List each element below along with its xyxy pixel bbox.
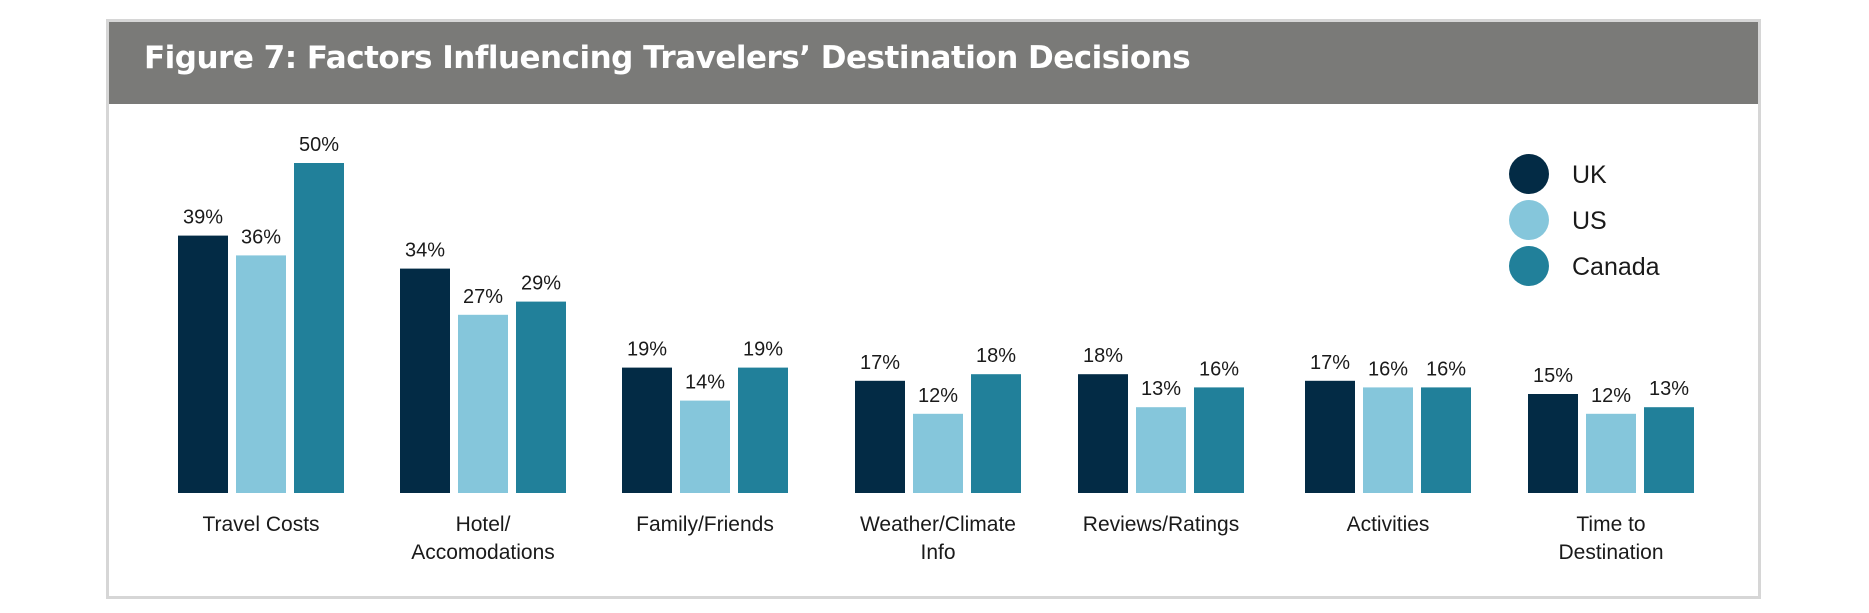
legend-label-us: US bbox=[1572, 207, 1607, 235]
data-label: 18% bbox=[976, 345, 1016, 367]
data-label: 17% bbox=[860, 352, 900, 374]
chart-title: Figure 7: Factors Influencing Travelers’… bbox=[144, 40, 1191, 76]
data-label: 36% bbox=[241, 226, 281, 248]
category-label: Reviews/Ratings bbox=[1083, 513, 1239, 536]
bar-us-6 bbox=[1586, 413, 1636, 493]
data-label: 15% bbox=[1533, 365, 1573, 387]
bar-uk-6 bbox=[1528, 394, 1578, 493]
bar-us-3 bbox=[913, 413, 963, 493]
bar-us-4 bbox=[1136, 407, 1186, 493]
bar-canada-5 bbox=[1421, 387, 1471, 493]
figure-frame: Figure 7: Factors Influencing Travelers’… bbox=[106, 19, 1761, 599]
data-label: 18% bbox=[1083, 345, 1123, 367]
data-label: 13% bbox=[1649, 378, 1689, 400]
category-label: Hotel/ bbox=[456, 513, 511, 536]
category-label: Travel Costs bbox=[202, 513, 319, 536]
bar-canada-1 bbox=[516, 301, 566, 493]
category-label: Destination bbox=[1558, 541, 1663, 564]
data-label: 16% bbox=[1426, 358, 1466, 380]
category-label: Time to bbox=[1576, 513, 1645, 536]
legend-swatch-uk bbox=[1509, 154, 1549, 194]
bar-canada-4 bbox=[1194, 387, 1244, 493]
legend-swatch-canada bbox=[1509, 246, 1549, 286]
category-label: Family/Friends bbox=[636, 513, 774, 536]
data-label: 17% bbox=[1310, 352, 1350, 374]
data-label: 29% bbox=[521, 273, 561, 295]
bar-us-1 bbox=[458, 314, 508, 493]
data-label: 34% bbox=[405, 240, 445, 262]
data-label: 13% bbox=[1141, 378, 1181, 400]
category-label: Weather/Climate bbox=[860, 513, 1016, 536]
bar-uk-5 bbox=[1305, 380, 1355, 493]
data-label: 16% bbox=[1199, 358, 1239, 380]
data-label: 39% bbox=[183, 207, 223, 229]
bar-uk-2 bbox=[622, 367, 672, 493]
bar-uk-1 bbox=[400, 268, 450, 493]
bar-us-0 bbox=[236, 255, 286, 493]
category-label: Activities bbox=[1347, 513, 1430, 536]
data-label: 19% bbox=[627, 339, 667, 361]
data-label: 19% bbox=[743, 339, 783, 361]
bar-canada-0 bbox=[294, 163, 344, 493]
category-label: Accomodations bbox=[411, 541, 555, 564]
bar-canada-3 bbox=[971, 374, 1021, 493]
category-labels-group: Travel Costs Hotel/Accomodations Family/Fr… bbox=[202, 513, 1663, 564]
legend-swatch-us bbox=[1509, 200, 1549, 240]
legend-label-uk: UK bbox=[1572, 161, 1607, 189]
data-label: 12% bbox=[1591, 385, 1631, 407]
bar-uk-3 bbox=[855, 380, 905, 493]
bars-group bbox=[178, 163, 1694, 493]
figure-header: Figure 7: Factors Influencing Travelers’… bbox=[109, 22, 1758, 104]
data-label: 16% bbox=[1368, 358, 1408, 380]
bar-canada-2 bbox=[738, 367, 788, 493]
legend: UK US Canada bbox=[1509, 154, 1660, 286]
bar-uk-0 bbox=[178, 235, 228, 493]
bar-canada-6 bbox=[1644, 407, 1694, 493]
bar-us-2 bbox=[680, 400, 730, 493]
data-label: 14% bbox=[685, 372, 725, 394]
bar-uk-4 bbox=[1078, 374, 1128, 493]
bar-us-5 bbox=[1363, 387, 1413, 493]
category-label: Info bbox=[920, 541, 955, 564]
legend-label-canada: Canada bbox=[1572, 253, 1660, 281]
data-label: 27% bbox=[463, 286, 503, 308]
bar-labels-group: 39% 36% 50% 34% 27% 29% 19% 14% 19% 17% 12% 18% 18% 1… bbox=[183, 134, 1689, 407]
data-label: 12% bbox=[918, 385, 958, 407]
data-label: 50% bbox=[299, 134, 339, 156]
